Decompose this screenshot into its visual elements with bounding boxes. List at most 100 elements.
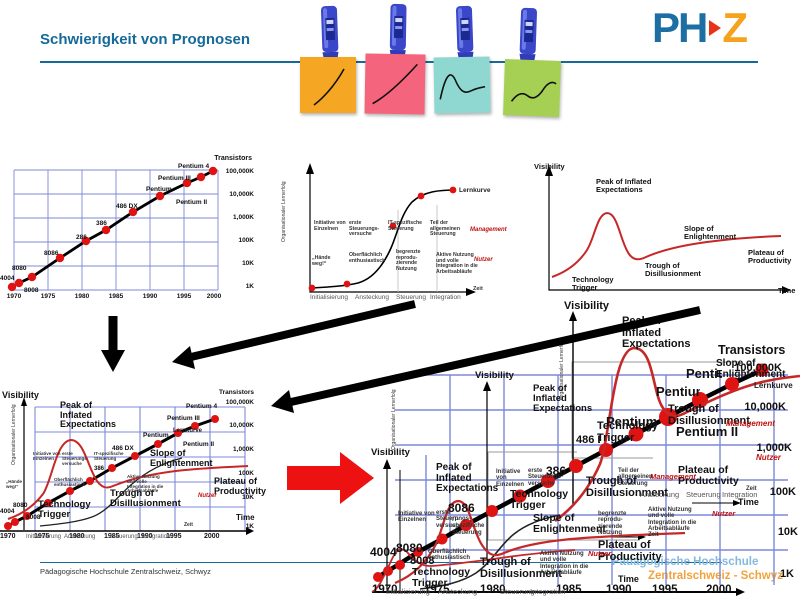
combined-large-lernkurve: Lernkurve [754, 382, 793, 390]
moore-trend-line [11, 169, 214, 289]
combined-small-transistors: Transistors [218, 389, 254, 396]
sticky-note-rising-curve [364, 53, 426, 115]
combined-large-year: 2000 [706, 584, 732, 596]
combined-large-ytick: 10,000K [744, 401, 786, 413]
combined-small-chip: Pentium 4 [186, 403, 218, 410]
combined-large-phase-small: Steuerung [500, 587, 535, 596]
combined-small-ytick: 10K [242, 494, 254, 501]
combined-large-note: Aktive Nutzung und volle Integration in … [540, 551, 589, 577]
moore-chip-label: 8008 [24, 287, 39, 294]
combined-large-chip: 486 DX [576, 435, 600, 446]
combined-small-stage: Plateau of Productivity [214, 476, 267, 496]
combined-large-year: 1970 [372, 584, 398, 596]
phz-logo: P H Z [652, 4, 748, 52]
combined-large-year: 1975 [424, 584, 450, 596]
hype-x-axis-label: Time [778, 286, 796, 295]
combined-large-chip: Pentium [606, 414, 658, 429]
combined-small-s-curve [39, 457, 183, 527]
combined-small-ytick: 10,000K [229, 422, 254, 429]
combined-large-phase-small: Integration [530, 587, 566, 596]
combined-small-year: 2000 [204, 533, 220, 540]
combined-small-phase: Ansteckung [64, 534, 96, 540]
hype-stage-label: Plateau of Productivity [748, 248, 792, 265]
combined-small-phase: Steuerung [110, 534, 138, 540]
combined-large-note: begrenzte reprodu- zierende Nutzung [598, 511, 627, 537]
combined-small-ytick: 100K [238, 470, 254, 477]
combined-large-note: Teil der allgemeinen Steuerung [618, 468, 653, 487]
combined-large-nutzer-med: Nutzer [712, 509, 736, 518]
combined-small-lernkurve: Lernkurve [173, 428, 203, 434]
combined-large-chip: 8080 [396, 541, 423, 555]
combined-large-time-small: Time [618, 574, 639, 584]
combined-large-hype-medium [394, 499, 686, 585]
combined-large-stage-med: Slope of Enlightenment [533, 512, 606, 536]
lern-nutzer-note: Aktive Nutzung und volle Integration in … [436, 252, 478, 275]
logo-red-triangle-icon [709, 20, 722, 36]
combined-large-note: IT-spezifische Steuerung [452, 517, 485, 536]
page-title: Schwierigkeit von Prognosen [40, 31, 251, 48]
lern-mgmt-note: Initiative von Einzelnen [314, 220, 346, 232]
combined-large-zeit-small: Zeit [648, 532, 659, 538]
combined-large-chip: 8008 [410, 555, 435, 567]
combined-large-zeit-med: Zeit [746, 486, 757, 492]
moore-chip-label: 8086 [44, 250, 59, 257]
combined-small-stage: Technology Trigger [38, 499, 91, 521]
hype-curve [551, 211, 782, 278]
combined-small-note: Aktive Nutzung und volle Integration in … [127, 474, 164, 494]
combined-large-ylabel: Organisationaler Lernerfolg [391, 389, 397, 450]
combined-small-chip: 8008 [26, 514, 41, 521]
combined-large-phase-med: Ansteckung [640, 490, 680, 499]
combined-large-visibility-med: Visibility [475, 370, 514, 381]
combined-large-note: erste Steuerungs- versuche [436, 510, 472, 529]
moore-ytick: 100,000K [225, 168, 254, 175]
combined-large-phase-small: Initialisierung [386, 587, 430, 596]
combined-small-ytick: 1K [245, 523, 254, 530]
lern-mgmt-note: erste Steuerungs- versuche [349, 220, 380, 237]
lern-phase-label: Steuerung [396, 294, 426, 301]
combined-small-year: 1970 [0, 533, 16, 540]
moore-xtick: 1995 [176, 293, 192, 300]
combined-large-stage-big: Trough of Disillusionment [668, 403, 750, 427]
lern-y-axis-label: Organisationaler Lernerfolg [281, 181, 287, 242]
combined-small-year: 1985 [104, 533, 120, 540]
combined-large-note: Aktive Nutzung und volle Integration in … [648, 507, 697, 533]
combined-small-ylabel: Organisationaler Lernerfolg [11, 404, 17, 465]
lern-phase-label: Integration [430, 294, 461, 301]
lern-mgmt-note: Teil der allgemeinen Steuerung [430, 220, 460, 237]
combined-small-visibility: Visibility [2, 390, 39, 400]
combined-large-ytick: 10K [777, 526, 798, 538]
combined-large-ytick: 100K [769, 486, 796, 498]
combined-large-hype-small [371, 548, 576, 593]
moore-xtick: 1970 [6, 293, 22, 300]
watermark-line1: Pädagogische Hochschule [612, 556, 759, 568]
moore-ytick: 100K [238, 237, 254, 244]
lern-nutzer-note: begrenzte reprodu- zierende Nutzung [396, 249, 421, 272]
combined-small-note: erste Steuerungs- versuche [62, 451, 89, 466]
lern-phase-label: Initialisierung [310, 294, 348, 301]
combined-large-chip: 4004 [370, 545, 397, 559]
combined-small-chip: 4004 [0, 508, 15, 515]
combined-large-stage-small: Trough of Disillusionment [480, 556, 562, 580]
logo-letter-h: H [678, 4, 708, 51]
moore-chip-label: 386 [96, 220, 107, 227]
hype-stage-label: Peak of Inflated Expectations [596, 177, 652, 194]
combined-small-stage: Peak of Inflated Expectations [60, 400, 117, 430]
lern-management-label: Management [470, 227, 507, 233]
combined-small-time: Time [236, 513, 255, 522]
combined-small-year: 1995 [166, 533, 182, 540]
moore-xtick: 1980 [74, 293, 90, 300]
hype-stage-label: Trough of Disillusionment [645, 261, 701, 278]
combined-large-ytick: 100,000K [734, 362, 782, 374]
moore-ytick: 10,000K [229, 191, 254, 198]
combined-large-time-med: Time [738, 497, 759, 507]
hype-stage-label: Slope of Enlightenment [684, 224, 737, 241]
footer-text: Pädagogische Hochschule Zentralschweiz, … [40, 567, 211, 576]
combined-small-points [4, 415, 219, 530]
combined-small-year: 1990 [137, 533, 153, 540]
lern-curve-label: Lernkurve [459, 187, 491, 194]
combined-large-phase-med: Steuerung [686, 490, 721, 499]
lern-phase-label: Ansteckung [355, 294, 389, 301]
combined-small-note: Oberflächlich enthusiastisch [54, 477, 86, 487]
